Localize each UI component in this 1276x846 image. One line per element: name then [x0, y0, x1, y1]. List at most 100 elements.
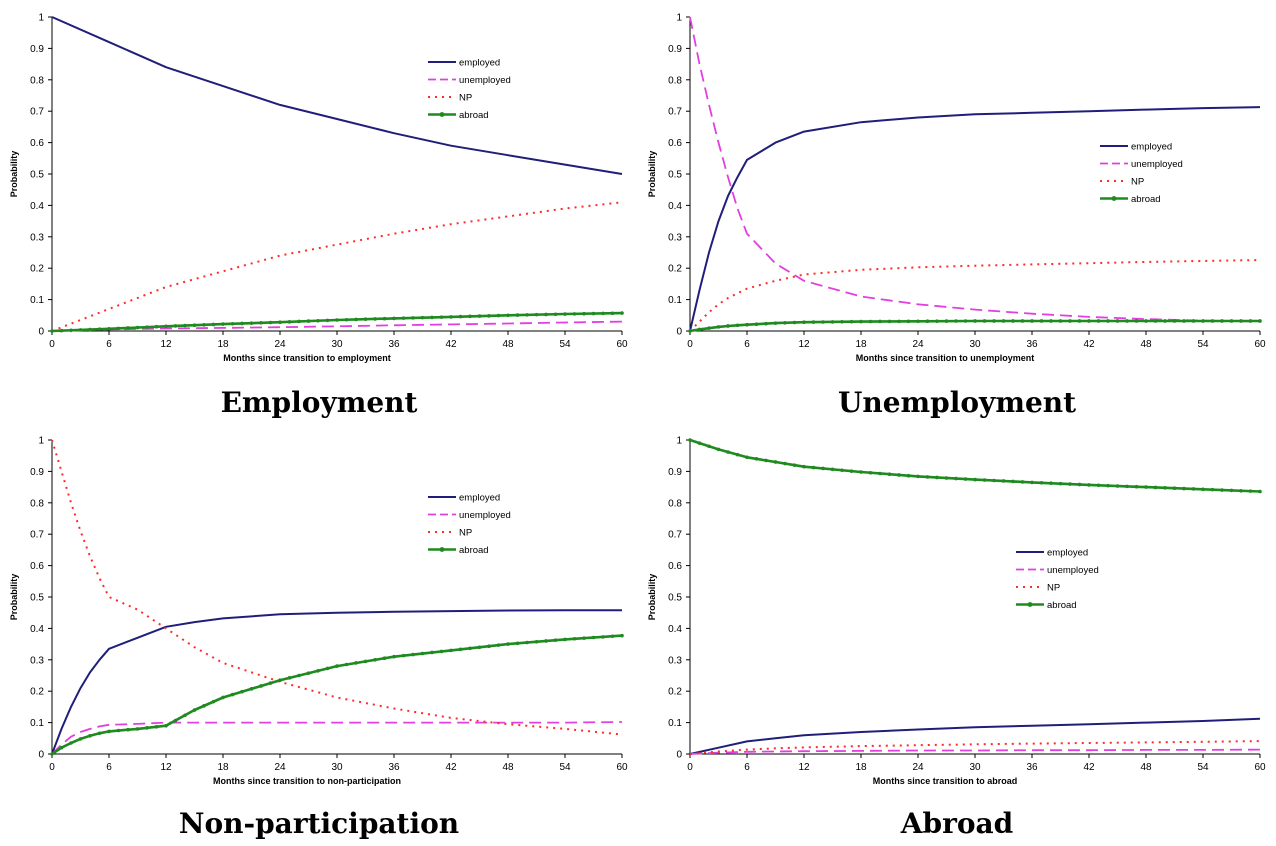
x-tick-label: 18	[217, 762, 229, 773]
series-point-abroad	[59, 328, 64, 333]
series-point-abroad	[906, 473, 911, 478]
chart-caption: Abroad	[900, 807, 1014, 840]
series-point-abroad	[830, 467, 835, 472]
series-point-abroad	[745, 455, 749, 460]
series-point-abroad	[1134, 484, 1139, 489]
series-point-abroad	[944, 476, 949, 480]
legend-label-employed: employed	[459, 493, 500, 504]
series-point-abroad	[515, 641, 520, 646]
series-point-abroad	[849, 469, 854, 473]
series-point-abroad	[506, 313, 510, 318]
series-point-abroad	[202, 323, 206, 327]
x-tick-label: 48	[502, 339, 514, 350]
x-tick-label: 6	[744, 339, 750, 350]
y-tick-label: 0.3	[30, 232, 44, 243]
series-point-abroad	[1229, 319, 1234, 323]
y-tick-label: 0	[676, 327, 682, 338]
x-tick-label: 48	[502, 762, 514, 773]
series-point-abroad	[1087, 483, 1091, 487]
series-point-abroad	[183, 323, 187, 328]
x-tick-label: 54	[559, 762, 571, 773]
series-point-abroad	[306, 671, 311, 675]
x-axis-label: Months since transition to employment	[223, 353, 391, 363]
series-point-abroad	[935, 475, 939, 480]
series-point-abroad	[735, 323, 740, 328]
series-point-abroad	[591, 635, 596, 640]
series-point-abroad	[982, 319, 987, 323]
series-point-abroad	[107, 327, 111, 331]
series-point-abroad	[954, 319, 958, 323]
series-point-abroad	[811, 320, 816, 324]
chart-panel-unemployment: 0 0.1 0.2 0.3 0.4 0.5 0.6 0.7 0.8 0.9 1 0 6 12 18 24 30 3…	[638, 0, 1276, 423]
x-tick-label: 24	[912, 762, 924, 773]
y-axis-label: Probability	[647, 574, 657, 621]
series-point-abroad	[116, 728, 121, 733]
series-point-abroad	[306, 319, 311, 323]
series-point-abroad	[534, 312, 539, 317]
series-point-abroad	[582, 311, 586, 316]
series-point-abroad	[1134, 319, 1139, 323]
y-tick-label: 0.4	[30, 624, 44, 635]
series-point-abroad	[259, 684, 263, 688]
series-point-abroad	[582, 636, 586, 640]
series-point-abroad	[897, 319, 901, 324]
x-tick-label: 36	[1026, 339, 1038, 350]
legend-marker-abroad	[1027, 602, 1033, 607]
x-tick-label: 60	[1254, 339, 1266, 350]
series-point-abroad	[268, 320, 273, 325]
series-point-abroad	[563, 312, 567, 316]
chart-panel-abroad: 0 0.1 0.2 0.3 0.4 0.5 0.6 0.7 0.8 0.9 1 0 6 12 18 24 30 3…	[638, 423, 1276, 846]
x-tick-label: 36	[388, 762, 400, 773]
series-point-abroad	[1153, 485, 1158, 490]
series-point-abroad	[173, 324, 178, 328]
series-point-abroad	[973, 477, 977, 482]
series-point-abroad	[1106, 483, 1110, 488]
x-tick-label: 24	[274, 339, 286, 350]
series-point-abroad	[1125, 484, 1129, 489]
y-tick-label: 0	[676, 750, 682, 761]
y-tick-label: 0.4	[668, 201, 682, 212]
series-point-abroad	[335, 664, 339, 668]
series-point-abroad	[1182, 486, 1186, 491]
x-tick-label: 6	[106, 339, 112, 350]
series-point-abroad	[88, 733, 92, 738]
series-point-abroad	[439, 315, 444, 319]
series-point-abroad	[544, 639, 548, 643]
y-tick-label: 0.1	[668, 295, 682, 306]
series-point-abroad	[449, 315, 453, 319]
series-line-NP	[51, 201, 623, 332]
x-tick-label: 42	[1083, 339, 1095, 350]
series-point-abroad	[97, 731, 102, 736]
series-line-employed	[689, 717, 1261, 755]
series-point-abroad	[477, 645, 482, 650]
series-point-abroad	[534, 639, 539, 644]
y-tick-label: 0.7	[30, 530, 44, 541]
series-point-abroad	[525, 640, 529, 645]
y-tick-label: 0.9	[30, 467, 44, 478]
x-tick-label: 12	[160, 762, 172, 773]
y-tick-label: 0.6	[30, 138, 44, 149]
series-line-NP	[689, 740, 1261, 755]
series-point-abroad	[802, 320, 806, 325]
series-point-abroad	[897, 473, 901, 477]
series-point-abroad	[1248, 319, 1253, 323]
series-point-abroad	[840, 468, 844, 473]
legend-marker-abroad	[439, 112, 445, 117]
legend-label-NP: NP	[459, 93, 472, 104]
x-tick-label: 24	[912, 339, 924, 350]
y-tick-label: 0.6	[30, 561, 44, 572]
x-tick-label: 12	[798, 339, 810, 350]
series-point-abroad	[792, 320, 797, 325]
legend-label-abroad: abroad	[459, 545, 489, 556]
series-point-abroad	[1153, 319, 1158, 323]
series-point-abroad	[487, 314, 491, 318]
series-point-abroad	[88, 327, 92, 332]
series-point-abroad	[373, 317, 377, 321]
y-tick-label: 0.1	[668, 718, 682, 729]
y-tick-label: 0.1	[30, 718, 44, 729]
x-tick-label: 30	[331, 339, 343, 350]
x-tick-label: 12	[160, 339, 172, 350]
series-line-employed	[51, 16, 623, 175]
series-point-abroad	[1096, 483, 1101, 488]
y-axis-label: Probability	[9, 574, 19, 621]
